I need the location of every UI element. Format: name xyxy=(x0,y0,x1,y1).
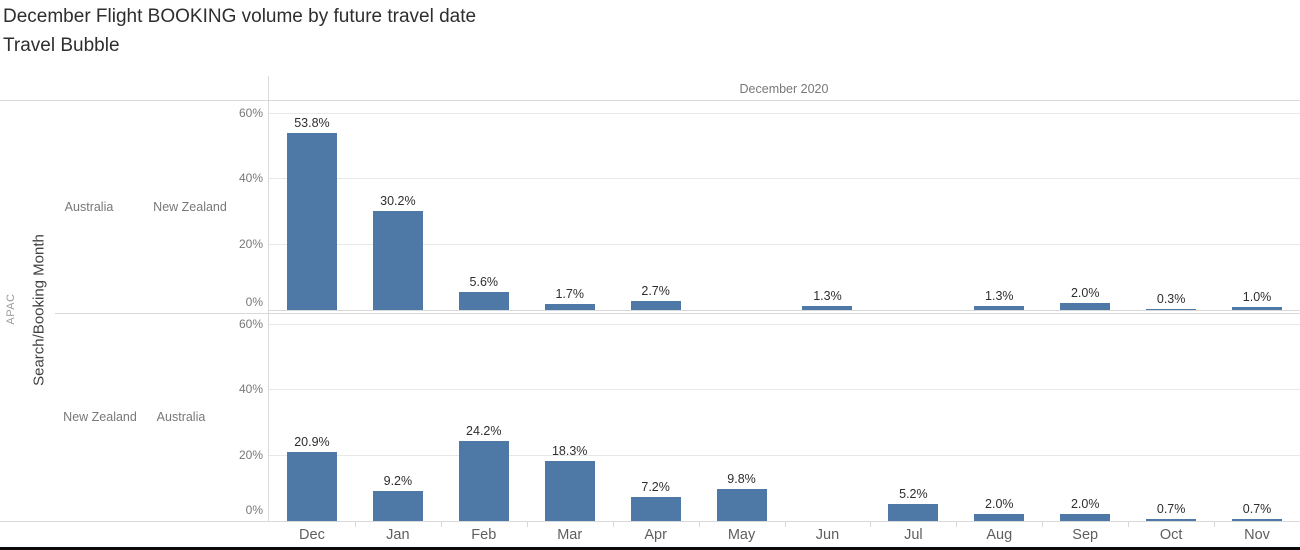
x-axis-tick-mark xyxy=(355,521,356,527)
x-axis-tick-label-sep: Sep xyxy=(1072,527,1099,543)
row-label-origin: New Zealand xyxy=(63,410,137,424)
row-label-destination: Australia xyxy=(156,410,206,424)
y-axis-tick-label: 60% xyxy=(238,316,263,331)
bar-value-label: 24.2% xyxy=(466,424,502,438)
x-axis-tick-mark xyxy=(441,521,442,527)
bar-new-zealand-jan[interactable] xyxy=(372,491,423,521)
bar-australia-sep[interactable] xyxy=(1060,303,1111,310)
bar-new-zealand-mar[interactable] xyxy=(544,461,595,521)
bar-australia-jun[interactable] xyxy=(802,306,853,310)
bar-value-label: 9.2% xyxy=(383,474,413,488)
row-axis-field-label: Search/Booking Month xyxy=(30,234,48,386)
x-axis-tick-mark xyxy=(1128,521,1129,527)
bar-new-zealand-nov[interactable] xyxy=(1232,519,1283,521)
gridline-0% xyxy=(269,521,1300,522)
bar-new-zealand-dec[interactable] xyxy=(286,452,337,521)
row-label-destination: New Zealand xyxy=(153,199,227,214)
bar-value-label: 2.0% xyxy=(1070,497,1100,511)
gridline-0% xyxy=(269,310,1300,311)
x-axis-tick-mark xyxy=(613,521,614,527)
gridline-60% xyxy=(269,323,1300,325)
bar-new-zealand-apr[interactable] xyxy=(630,497,681,521)
x-axis-tick-mark xyxy=(1042,521,1043,527)
bar-value-label: 7.2% xyxy=(641,480,670,494)
bar-value-label: 18.3% xyxy=(551,444,588,458)
bar-australia-feb[interactable] xyxy=(458,292,509,310)
x-axis-tick-label-oct: Oct xyxy=(1159,527,1183,543)
region-label-apac: APAC xyxy=(5,293,17,325)
x-axis-tick-mark xyxy=(1214,521,1215,527)
chart-title: December Flight BOOKING volume by future… xyxy=(3,6,477,27)
gridline-60% xyxy=(269,112,1300,114)
panel-row-divider xyxy=(55,313,1300,314)
x-axis-tick-mark xyxy=(785,521,786,527)
bar-australia-apr[interactable] xyxy=(630,301,681,310)
bar-value-label: 30.2% xyxy=(380,194,416,208)
x-axis-tick-mark xyxy=(699,521,700,527)
x-axis-tick-mark xyxy=(956,521,957,527)
gridline-40% xyxy=(269,178,1300,180)
bar-new-zealand-oct[interactable] xyxy=(1146,519,1197,521)
x-axis-tick-label-aug: Aug xyxy=(986,527,1013,543)
bar-australia-jan[interactable] xyxy=(372,211,423,310)
gridline-40% xyxy=(269,389,1300,391)
y-axis-tick-label: 40% xyxy=(238,171,263,186)
x-axis-tick-mark xyxy=(527,521,528,527)
bar-australia-oct[interactable] xyxy=(1146,309,1197,310)
bar-value-label: 1.3% xyxy=(813,289,842,303)
bar-value-label: 1.0% xyxy=(1242,290,1272,304)
bar-australia-aug[interactable] xyxy=(974,306,1025,310)
gridline-20% xyxy=(269,455,1300,457)
bar-value-label: 5.6% xyxy=(469,275,499,289)
y-axis-line xyxy=(268,76,269,521)
gridline-20% xyxy=(269,244,1300,246)
y-axis-tick-label: 20% xyxy=(238,237,263,252)
x-axis-tick-label-apr: Apr xyxy=(644,527,667,543)
y-axis-tick-label: 20% xyxy=(238,448,263,463)
x-axis-tick-label-mar: Mar xyxy=(557,527,583,543)
bar-value-label: 0.7% xyxy=(1242,502,1272,516)
bar-new-zealand-sep[interactable] xyxy=(1060,514,1111,521)
chart-subtitle: Travel Bubble xyxy=(3,35,120,56)
x-axis-tick-label-jul: Jul xyxy=(904,527,923,543)
x-axis-tick-label-jan: Jan xyxy=(386,527,410,543)
y-axis-tick-label: 60% xyxy=(238,105,263,120)
bar-value-label: 1.7% xyxy=(555,287,584,301)
x-axis-tick-label-may: May xyxy=(727,527,756,543)
y-axis-tick-label: 0% xyxy=(245,503,263,517)
x-axis-tick-label-dec: Dec xyxy=(299,527,325,543)
x-axis-tick-label-feb: Feb xyxy=(471,527,497,543)
bar-new-zealand-feb[interactable] xyxy=(458,441,509,521)
row-label-origin: Australia xyxy=(64,199,114,214)
bar-value-label: 2.0% xyxy=(985,497,1014,511)
y-axis-tick-label: 40% xyxy=(238,382,263,397)
bar-value-label: 2.0% xyxy=(1070,286,1100,300)
bar-new-zealand-may[interactable] xyxy=(716,489,767,521)
bar-new-zealand-aug[interactable] xyxy=(974,514,1025,521)
bar-value-label: 20.9% xyxy=(294,435,330,449)
bar-australia-nov[interactable] xyxy=(1232,307,1283,310)
bar-australia-dec[interactable] xyxy=(286,133,337,310)
panel-top-border xyxy=(0,100,1300,101)
bar-value-label: 2.7% xyxy=(641,284,670,298)
bar-value-label: 0.7% xyxy=(1156,502,1186,516)
x-axis-tick-label-nov: Nov xyxy=(1244,527,1270,543)
bar-value-label: 53.8% xyxy=(294,116,330,130)
bar-value-label: 1.3% xyxy=(985,289,1014,303)
bar-new-zealand-jul[interactable] xyxy=(888,504,939,521)
column-header-december-2020: December 2020 xyxy=(739,82,829,96)
bar-value-label: 0.3% xyxy=(1156,292,1186,306)
x-axis-tick-mark xyxy=(870,521,871,527)
y-axis-tick-label: 0% xyxy=(245,295,263,309)
bar-value-label: 5.2% xyxy=(899,487,928,501)
bottom-border xyxy=(0,547,1300,550)
bar-australia-mar[interactable] xyxy=(544,304,595,310)
bar-value-label: 9.8% xyxy=(727,472,756,486)
x-axis-tick-label-jun: Jun xyxy=(815,527,840,543)
